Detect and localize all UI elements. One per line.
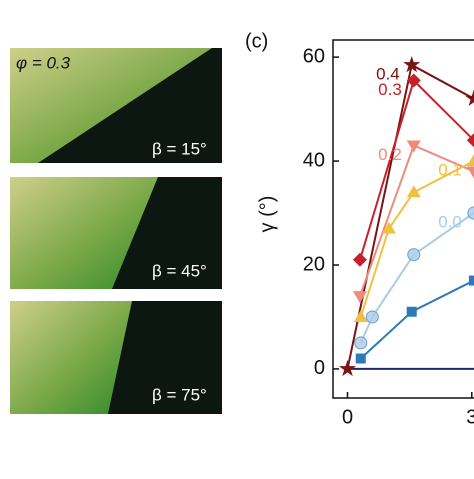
image-panels: φ = 0.3 β = 15° β = 45° β = 75°: [10, 48, 222, 414]
marker: [353, 309, 368, 322]
marker: [466, 166, 474, 179]
y-axis-label: γ (°): [256, 196, 278, 233]
marker: [466, 133, 474, 148]
marker: [352, 291, 367, 304]
panel-label: φ = 0.3: [16, 53, 71, 72]
marker: [466, 154, 474, 167]
series-line: [359, 160, 474, 318]
marker: [365, 310, 379, 324]
x-tick-label: 3: [466, 406, 474, 428]
marker: [354, 336, 368, 350]
series-label: 0.1: [438, 161, 462, 180]
marker: [338, 359, 357, 377]
y-tick-label: 20: [303, 253, 325, 275]
marker: [465, 89, 474, 106]
green-region: [10, 177, 158, 289]
marker: [403, 55, 421, 73]
green-region: [10, 301, 132, 414]
marker: [406, 185, 421, 198]
y-tick-label: 0: [314, 357, 325, 379]
panel-label: β = 75°: [152, 385, 207, 404]
x-tick-label: 0: [342, 406, 353, 428]
panel-label: β = 45°: [152, 261, 207, 280]
marker: [406, 306, 417, 317]
panel-label: β = 15°: [152, 139, 207, 158]
marker: [355, 353, 366, 364]
plot-frame: [332, 39, 474, 399]
marker: [468, 275, 474, 286]
y-tick-label: 60: [303, 45, 325, 67]
series-label: 0.2: [378, 145, 402, 164]
marker: [381, 221, 396, 234]
marker: [352, 252, 367, 267]
series-label: 0.0: [438, 213, 462, 232]
green-region: [10, 48, 212, 163]
series-label: 0.4: [376, 64, 400, 83]
y-tick-label: 40: [303, 149, 325, 171]
marker: [407, 248, 421, 262]
marker: [406, 73, 421, 88]
panel-label: (c): [245, 30, 268, 52]
series-label: 0.3: [378, 80, 402, 99]
series-line: [359, 212, 474, 344]
marker: [406, 140, 421, 153]
